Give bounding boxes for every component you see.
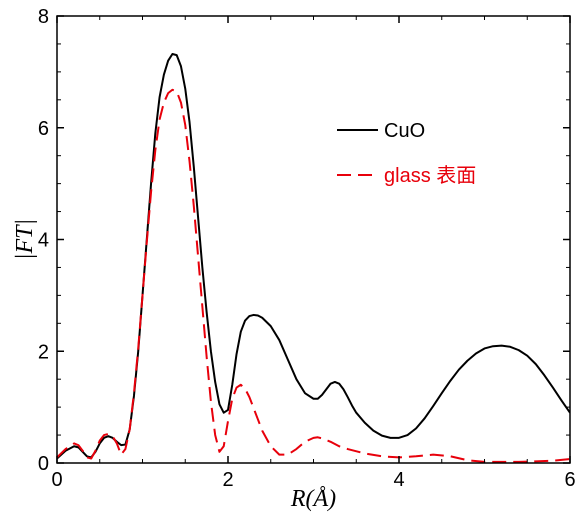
x-tick-label: 0 xyxy=(51,469,62,491)
y-tick-label: 0 xyxy=(38,453,49,475)
x-tick-label: 6 xyxy=(564,469,575,491)
y-tick-label: 4 xyxy=(38,230,49,252)
series-line-2 xyxy=(57,88,570,463)
legend-label-2: glass 表面 xyxy=(384,164,476,187)
y-tick-label: 2 xyxy=(38,341,49,363)
x-axis-label: R(Å) xyxy=(290,486,336,512)
y-axis-label: |FT| xyxy=(12,219,38,260)
y-tick-label: 6 xyxy=(38,118,49,140)
y-tick-label: 8 xyxy=(38,6,49,28)
x-tick-label: 4 xyxy=(393,469,404,491)
legend-label-1: CuO xyxy=(384,120,425,142)
plot-area xyxy=(57,53,570,463)
axes: 0 2 4 6 0 2 4 6 8 R(Å) |FT| xyxy=(12,6,576,512)
x-tick-label: 2 xyxy=(222,469,233,491)
series-line-1 xyxy=(57,53,570,460)
legend: CuO glass 表面 xyxy=(337,120,476,187)
